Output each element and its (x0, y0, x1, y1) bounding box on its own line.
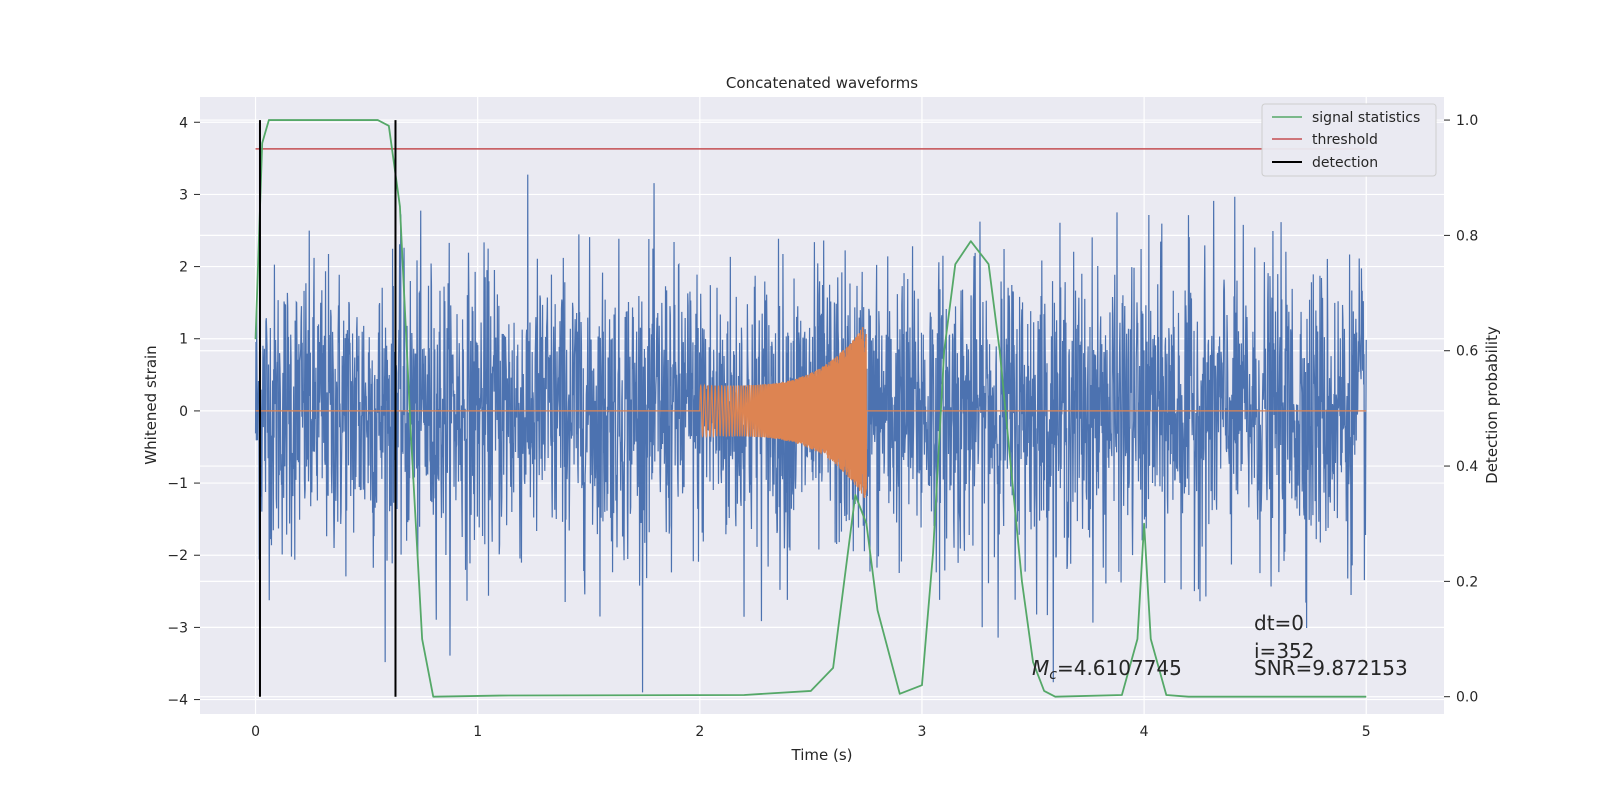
x-tick-label-5: 5 (1362, 724, 1371, 740)
y-right-tick-label-5: 0.0 (1456, 690, 1478, 706)
y-left-tick-label-8: −4 (167, 693, 188, 709)
annotation-mc-subscript: c (1049, 667, 1057, 683)
annotation-mc-value: =4.6107745 (1057, 656, 1182, 680)
y-left-tick-label-5: −1 (167, 476, 188, 492)
y-right-tick-label-4: 0.2 (1456, 574, 1478, 590)
y-right-tick-label-3: 0.4 (1456, 459, 1478, 475)
chart-title: Concatenated waveforms (726, 74, 918, 92)
x-tick-label-4: 4 (1140, 724, 1149, 740)
annotations: dt=0 i=352 SNR=9.872153 Mc=4.6107745 (1032, 611, 1408, 683)
x-tick-label-2: 2 (695, 724, 704, 740)
x-tick-label-3: 3 (918, 724, 927, 740)
x-axis-label: Time (s) (791, 746, 853, 764)
x-tick-label-1: 1 (473, 724, 482, 740)
series-injected-waveform (255, 326, 1367, 499)
y-left-tick-label-0: 4 (179, 115, 188, 131)
ticks: 0 1 2 3 4 5 4 3 2 1 0 −1 −2 −3 −4 1.0 0.8 0.6 0.4 0.2 0.0 (167, 113, 1478, 740)
data-layer (254, 119, 1367, 698)
y-left-tick-label-1: 3 (179, 187, 188, 203)
y-right-tick-label-1: 0.8 (1456, 228, 1478, 244)
annotation-dt: dt=0 (1254, 611, 1304, 635)
y-left-tick-label-2: 2 (179, 260, 188, 276)
annotation-snr: SNR=9.872153 (1254, 656, 1408, 680)
legend-label-signal: signal statistics (1312, 110, 1420, 126)
legend-label-detection: detection (1312, 155, 1378, 171)
x-tick-label-0: 0 (251, 724, 260, 740)
y-axis-label-left: Whitened strain (142, 345, 160, 464)
annotation-i: i=352 (1254, 639, 1315, 663)
y-left-tick-label-6: −2 (167, 548, 188, 564)
y-left-tick-label-4: 0 (179, 404, 188, 420)
series-signal-statistics (254, 119, 1367, 698)
annotation-mc: Mc=4.6107745 (1032, 656, 1182, 683)
y-right-tick-label-0: 1.0 (1456, 113, 1478, 129)
annotation-mc-symbol: M (1032, 656, 1049, 680)
y-right-tick-label-2: 0.6 (1456, 344, 1478, 360)
legend-label-threshold: threshold (1312, 132, 1378, 148)
y-left-tick-label-7: −3 (167, 620, 188, 636)
y-axis-label-right: Detection probability (1483, 326, 1501, 484)
legend-box (1261, 103, 1437, 177)
legend: signal statistics threshold detection (1261, 103, 1437, 177)
y-left-tick-label-3: 1 (179, 332, 188, 348)
